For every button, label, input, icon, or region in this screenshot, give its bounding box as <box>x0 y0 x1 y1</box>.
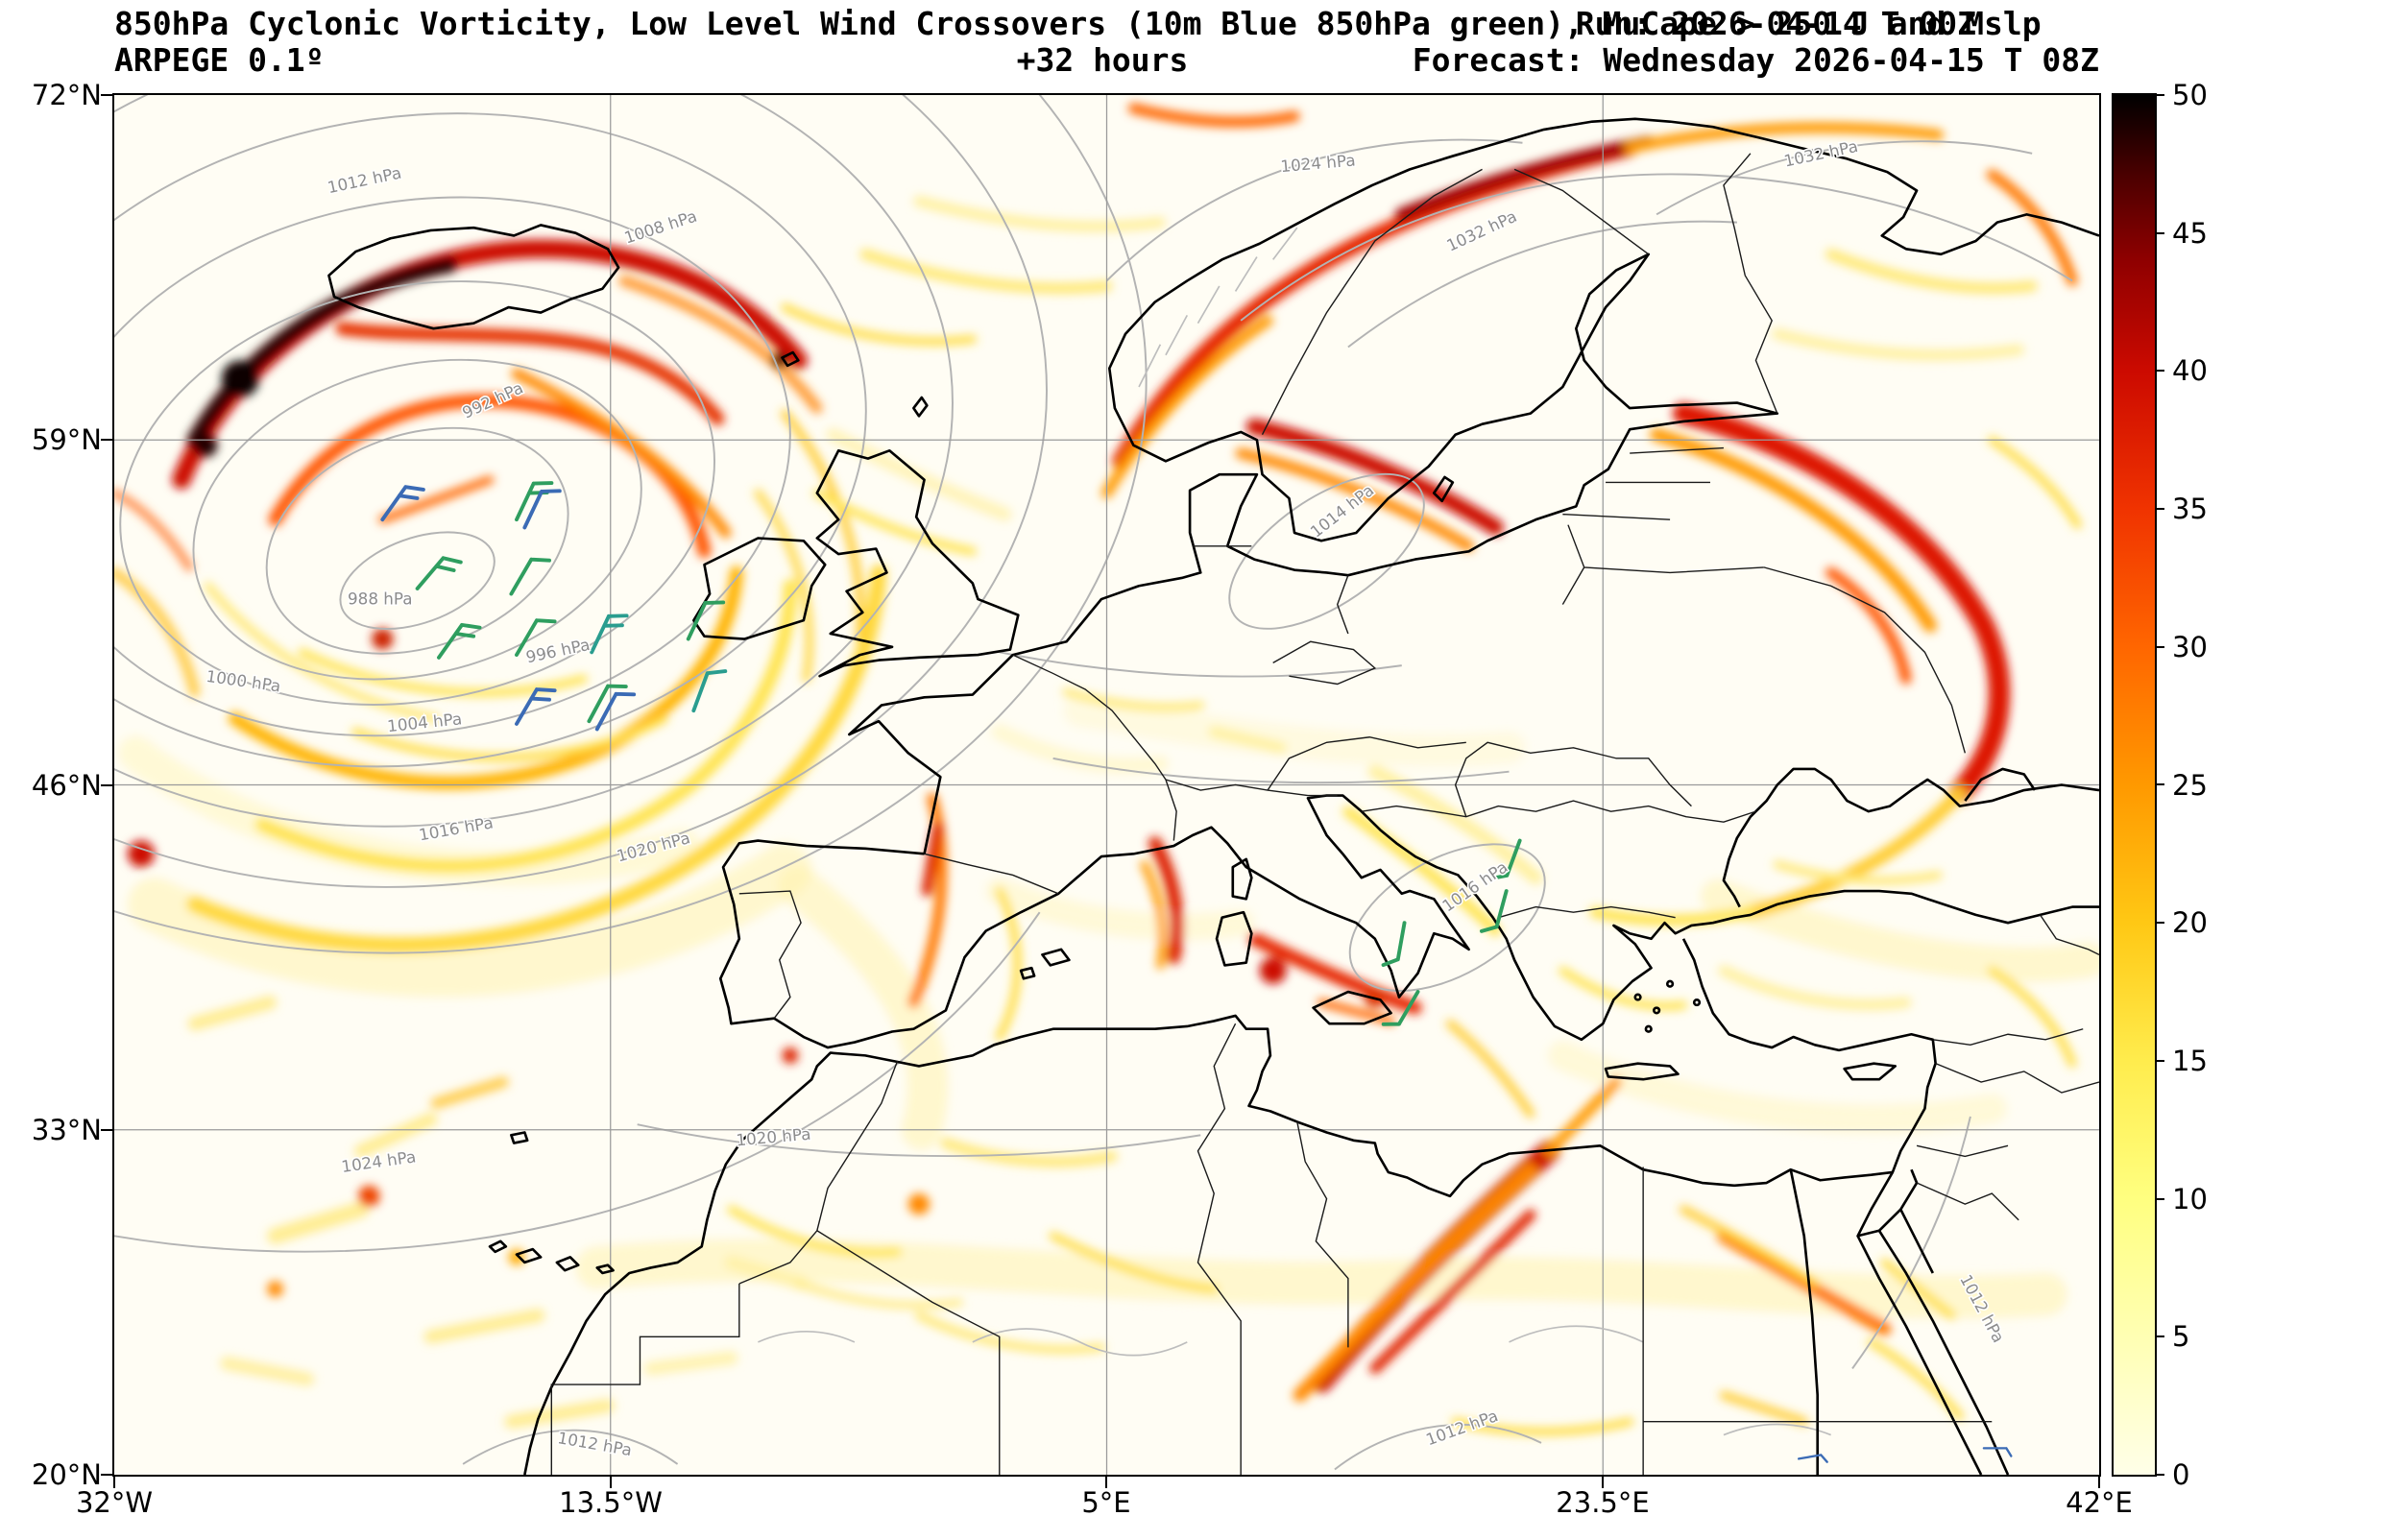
colorbar-tick <box>2155 1198 2164 1200</box>
model-name-label: ARPEGE 0.1º <box>114 41 325 79</box>
colorbar-tick <box>2155 1335 2164 1337</box>
y-axis-tick <box>101 1129 112 1131</box>
x-axis-tick <box>113 1477 115 1488</box>
forecast-valid-label: Forecast: Wednesday 2026-04-15 T 08Z <box>1412 41 2099 79</box>
colorbar-tick <box>2155 1474 2164 1476</box>
mslp-contours <box>114 95 2073 1471</box>
colorbar-tick-label: 35 <box>2172 493 2208 525</box>
map-svg: 1012 hPa 1008 hPa 992 hPa 988 hPa 996 hP… <box>114 95 2099 1475</box>
x-axis-tick <box>610 1477 612 1488</box>
colorbar-tick-label: 25 <box>2172 769 2208 802</box>
colorbar-tick <box>2155 783 2164 785</box>
colorbar-tick-label: 5 <box>2172 1320 2190 1353</box>
mslp-contour-label: 1012 hPa <box>326 164 402 198</box>
graticule <box>114 95 2099 1475</box>
mslp-contour-label: 1012 hPa <box>556 1429 633 1459</box>
colorbar <box>2112 93 2157 1477</box>
x-axis-tick-label: 32°W <box>75 1486 154 1519</box>
map-plot-area: 1012 hPa 1008 hPa 992 hPa 988 hPa 996 hP… <box>112 93 2101 1477</box>
mslp-contour-label: 1032 hPa <box>1444 207 1520 255</box>
colorbar-tick <box>2155 922 2164 924</box>
mslp-contour-label: 988 hPa <box>348 590 413 609</box>
colorbar-tick-label: 10 <box>2172 1183 2208 1215</box>
mslp-contour-label: 1012 hPa <box>1424 1407 1501 1449</box>
mslp-contour-label: 1016 hPa <box>418 813 495 844</box>
x-axis-tick <box>1105 1477 1107 1488</box>
mslp-contour-label: 1024 hPa <box>1280 152 1357 177</box>
x-axis-tick-label: 42°E <box>2066 1486 2133 1519</box>
x-axis-tick-label: 23.5°E <box>1556 1486 1650 1519</box>
y-axis-tick-label: 46°N <box>31 769 102 802</box>
coastlines <box>327 117 2099 1475</box>
mslp-contour-label: 1004 hPa <box>386 710 463 735</box>
colorbar-tick-label: 15 <box>2172 1045 2208 1077</box>
y-axis-tick <box>101 94 112 96</box>
lead-time-label: +32 hours <box>1016 41 1189 79</box>
colorbar-tick <box>2155 646 2164 648</box>
model-run-label: Run: 2026-04-14 T 00Z <box>1575 5 1976 42</box>
y-axis-tick <box>101 1474 112 1476</box>
y-axis-tick <box>101 439 112 441</box>
terrain-lines <box>758 227 1831 1436</box>
x-axis-tick <box>1602 1477 1604 1488</box>
x-axis-tick <box>2098 1477 2100 1488</box>
y-axis-tick-label: 33°N <box>31 1114 102 1146</box>
colorbar-tick-label: 0 <box>2172 1458 2190 1491</box>
colorbar-tick <box>2155 232 2164 234</box>
colorbar-tick <box>2155 508 2164 510</box>
y-axis-tick-label: 72°N <box>31 79 102 111</box>
colorbar-tick <box>2155 1060 2164 1062</box>
mslp-contour-label: 1008 hPa <box>622 207 699 248</box>
colorbar-tick-label: 40 <box>2172 354 2208 387</box>
y-axis-tick-label: 20°N <box>31 1458 102 1491</box>
mslp-contour-label: 1020 hPa <box>736 1125 812 1150</box>
colorbar-tick-label: 20 <box>2172 906 2208 939</box>
x-axis-tick-label: 5°E <box>1081 1486 1131 1519</box>
mslp-contour-label: 1000 hPa <box>205 667 281 695</box>
colorbar-tick-label: 30 <box>2172 631 2208 663</box>
y-axis-tick-label: 59°N <box>31 423 102 456</box>
x-axis-tick-label: 13.5°W <box>559 1486 663 1519</box>
wind-barbs <box>380 481 2013 1463</box>
colorbar-tick-label: 50 <box>2172 79 2208 111</box>
country-borders <box>550 153 2099 1475</box>
colorbar-tick-label: 45 <box>2172 217 2208 250</box>
mslp-contour-label: 1024 hPa <box>340 1147 417 1175</box>
colorbar-tick <box>2155 94 2164 96</box>
mslp-contour-label: 1032 hPa <box>1782 137 1859 171</box>
colorbar-tick <box>2155 370 2164 372</box>
chart-title: 850hPa Cyclonic Vorticity, Low Level Win… <box>114 5 2042 42</box>
y-axis-tick <box>101 784 112 786</box>
